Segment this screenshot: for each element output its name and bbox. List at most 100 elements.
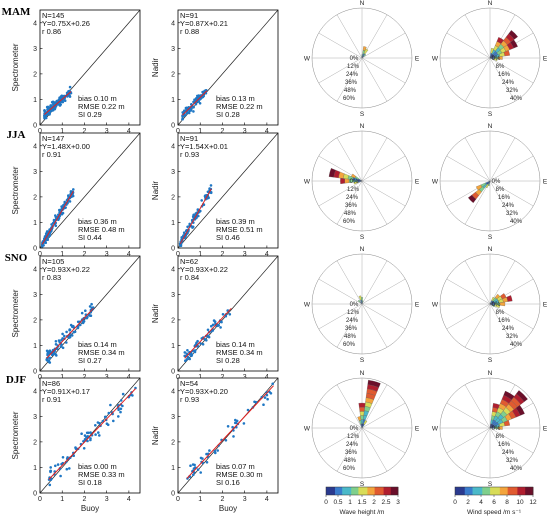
data-point (119, 399, 123, 402)
wind-colorbar-swatch (519, 487, 522, 495)
wave-colorbar-swatch (396, 487, 399, 495)
wave-colorbar-swatch (342, 487, 345, 495)
data-point (44, 116, 48, 120)
ring-label: 24% (502, 80, 515, 86)
y-tick-label: 1 (33, 220, 37, 227)
data-point (185, 352, 189, 356)
y-tick-label: 2 (33, 71, 37, 78)
regression-line (41, 191, 74, 245)
rose-petal (503, 390, 515, 400)
rose-spoke (464, 303, 491, 348)
rose-spoke (446, 57, 491, 84)
rose-petal (485, 183, 489, 189)
y-axis-label: Nadir (151, 426, 160, 445)
rose-spoke (336, 137, 363, 182)
stat-fit: Y=0.87X+0.21 (180, 19, 228, 28)
x-tick-label: 3 (105, 374, 109, 381)
data-point (55, 354, 58, 357)
y-tick-label: 3 (33, 169, 37, 176)
rose-petal (357, 416, 362, 421)
data-point (76, 326, 80, 329)
ring-label: 16% (498, 442, 511, 448)
rose-petal (359, 407, 365, 412)
stat-rmse: RMSE 0.48 m (78, 225, 125, 234)
x-tick-label: 0 (176, 374, 180, 381)
x-tick-label: 0 (38, 251, 42, 258)
data-point (199, 471, 202, 474)
wind-colorbar-swatch (455, 487, 458, 495)
data-point (106, 423, 110, 427)
data-point (72, 188, 75, 191)
wind-colorbar-swatch (494, 487, 497, 495)
wave-colorbar-swatch (336, 487, 339, 495)
data-point (49, 104, 53, 107)
wave-colorbar-label: Wave height /m (340, 509, 385, 516)
data-point (205, 452, 208, 456)
compass-s: S (488, 111, 493, 118)
one-to-one-line (39, 377, 141, 494)
data-point (191, 225, 195, 229)
one-to-one-line (39, 132, 141, 249)
compass-s: S (360, 111, 365, 118)
ring-label: 24% (346, 318, 359, 324)
x-tick-label: 2 (220, 374, 224, 381)
y-tick-label: 2 (33, 439, 37, 446)
stat-si: SI 0.28 (216, 356, 240, 365)
wave-colorbar-swatch (376, 487, 379, 495)
stat-bias: bias 0.14 m (216, 340, 255, 349)
rose-spoke (361, 180, 388, 225)
data-point (46, 352, 50, 356)
data-point (224, 439, 228, 442)
rose-petal (363, 420, 368, 425)
data-point (54, 340, 58, 343)
data-point (53, 219, 56, 222)
y-tick-label: 3 (171, 414, 175, 421)
ring-label: 32% (506, 458, 519, 464)
regression-line (48, 388, 136, 480)
data-point (189, 464, 192, 468)
rose-petal (508, 30, 518, 40)
stat-si: SI 0.16 (216, 478, 240, 487)
wind-colorbar-swatch (495, 487, 499, 495)
data-point (69, 323, 73, 327)
data-point (60, 345, 63, 348)
stat-bias: bias 0.14 m (78, 340, 117, 349)
data-point (219, 326, 222, 329)
data-point (271, 382, 275, 386)
wave-colorbar-swatch (394, 487, 397, 495)
wind-colorbar-swatch (466, 487, 470, 495)
stat-n: N=62 (180, 257, 198, 266)
data-point (59, 474, 62, 478)
data-point (70, 334, 74, 337)
compass-w: W (304, 179, 311, 186)
data-point (117, 415, 120, 418)
data-point (202, 203, 206, 206)
x-tick-label: 1 (60, 496, 64, 503)
rose-spoke (446, 427, 491, 454)
wind-colorbar-swatch (488, 487, 491, 495)
rose-petal (363, 53, 367, 57)
wave-colorbar-swatch (335, 487, 338, 495)
compass-n: N (488, 246, 493, 253)
rose-spoke (446, 278, 491, 305)
wind-rose (439, 130, 541, 232)
data-point (61, 100, 65, 104)
y-tick-label: 3 (171, 292, 175, 299)
season-label: MAM (2, 6, 31, 18)
wave-colorbar-swatch (354, 487, 357, 495)
data-point (107, 411, 111, 415)
data-point (235, 419, 239, 423)
stat-r: r 0.88 (180, 27, 199, 36)
data-point (44, 110, 47, 113)
ring-label: 48% (344, 458, 357, 464)
data-point (61, 346, 65, 350)
data-point (68, 85, 72, 89)
data-point (266, 397, 269, 401)
ring-label: 36% (345, 450, 358, 456)
x-tick-label: 2 (82, 128, 86, 135)
data-point (226, 425, 230, 428)
data-point (184, 359, 187, 363)
y-tick-label: 4 (171, 266, 175, 273)
stat-bias: bias 0.00 m (78, 462, 117, 471)
colorbar-tick-label: 0 (324, 499, 328, 506)
